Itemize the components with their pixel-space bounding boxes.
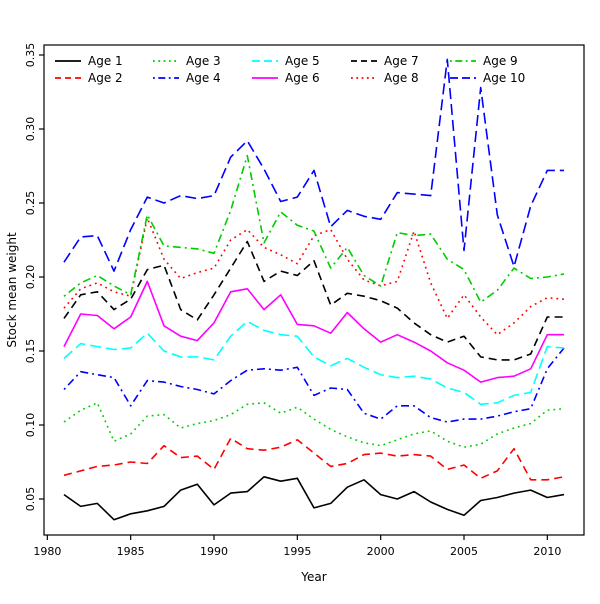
x-axis-title: Year [300, 570, 326, 584]
legend-label-age-2: Age 2 [88, 71, 123, 85]
series-line-age-3 [63, 401, 565, 449]
series-line-age-7 [63, 240, 564, 361]
series-line-age-6 [63, 280, 564, 383]
legend-label-age-6: Age 6 [285, 71, 320, 85]
axes: 1980 1985 1990 1995 2000 2005 2010 0.05 0.10 0.15… [24, 43, 585, 558]
legend-label-age-5: Age 5 [285, 54, 320, 68]
series-line-age-2 [63, 437, 565, 481]
series-line-age-5 [63, 320, 565, 406]
x-tick-label: 1980 [33, 545, 61, 558]
series-line-age-1 [63, 475, 565, 521]
legend-label-age-10: Age 10 [483, 71, 525, 85]
legend-label-age-7: Age 7 [384, 54, 419, 68]
y-tick-label: 0.30 [24, 117, 37, 142]
y-tick-label: 0.15 [24, 339, 37, 364]
x-tick-label: 1990 [200, 545, 228, 558]
y-tick-label: 0.20 [24, 265, 37, 290]
legend-label-age-4: Age 4 [186, 71, 221, 85]
legend: Age 1 Age 2 Age 3 Age 4 Age 5 Age 6 Age 7 Age 8… [55, 54, 525, 85]
y-tick-label: 0.10 [24, 413, 37, 438]
y-tick-label: 0.25 [24, 191, 37, 216]
legend-label-age-3: Age 3 [186, 54, 221, 68]
y-tick-label: 0.35 [24, 43, 37, 68]
plot-border [43, 44, 585, 536]
y-tick-label: 0.05 [24, 487, 37, 512]
x-tick-label: 2010 [533, 545, 561, 558]
legend-label-age-8: Age 8 [384, 71, 419, 85]
legend-label-age-9: Age 9 [483, 54, 518, 68]
x-tick-label: 1995 [283, 545, 311, 558]
series-line-age-4 [63, 347, 565, 423]
legend-label-age-1: Age 1 [88, 54, 123, 68]
series-line-age-8 [63, 217, 565, 336]
y-axis-title: Stock mean weight [5, 232, 19, 348]
x-tick-label: 2005 [450, 545, 478, 558]
series-line-age-10 [63, 58, 564, 272]
x-tick-label: 1985 [117, 545, 145, 558]
series-line-age-9 [63, 154, 565, 304]
series-lines [63, 58, 565, 521]
x-tick-label: 2000 [367, 545, 395, 558]
